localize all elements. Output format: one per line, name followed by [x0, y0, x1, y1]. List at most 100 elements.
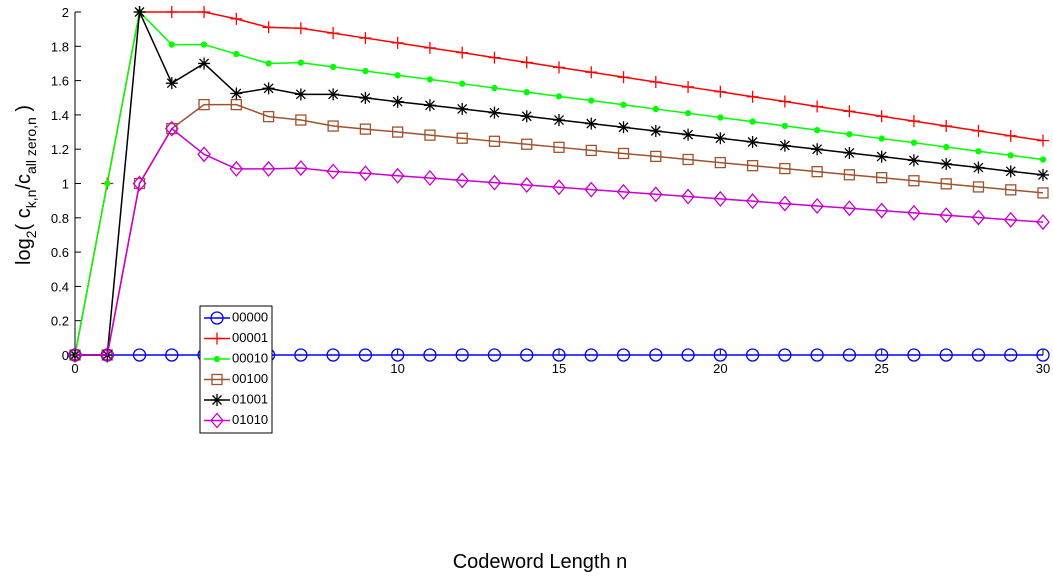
- y-tick-label: 1.6: [51, 74, 69, 89]
- y-tick-label: 0.8: [51, 211, 69, 226]
- y-label-part: log: [13, 238, 35, 265]
- y-label-subscript: k,n: [23, 190, 39, 209]
- y-label-part: ): [13, 105, 35, 117]
- y-label-part: /c: [13, 174, 35, 190]
- marker: [424, 42, 436, 54]
- marker: [1008, 153, 1013, 158]
- marker: [198, 57, 210, 69]
- marker: [521, 110, 533, 122]
- y-label-part: ( c: [13, 208, 35, 230]
- marker: [650, 125, 662, 137]
- marker: [718, 115, 723, 120]
- marker: [392, 96, 404, 108]
- marker: [234, 52, 239, 57]
- marker: [811, 100, 823, 112]
- marker: [359, 32, 371, 44]
- x-tick-label: 15: [552, 361, 566, 376]
- marker: [553, 114, 565, 126]
- marker: [492, 85, 497, 90]
- marker: [876, 151, 888, 163]
- marker: [295, 88, 307, 100]
- marker: [1037, 169, 1049, 181]
- marker: [908, 154, 920, 166]
- marker: [424, 99, 436, 111]
- marker: [940, 120, 952, 132]
- marker: [908, 115, 920, 127]
- marker: [134, 6, 146, 18]
- marker: [557, 94, 562, 99]
- marker: [843, 105, 855, 117]
- marker: [618, 71, 630, 83]
- marker: [618, 121, 630, 133]
- marker: [779, 140, 791, 152]
- marker: [266, 61, 271, 66]
- marker: [488, 107, 500, 119]
- y-label-subscript: all zero,n: [23, 117, 39, 174]
- marker: [215, 357, 220, 362]
- marker: [395, 73, 400, 78]
- marker: [1041, 157, 1046, 162]
- x-tick-label: 25: [874, 361, 888, 376]
- marker: [747, 136, 759, 148]
- marker: [940, 158, 952, 170]
- marker: [653, 107, 658, 112]
- y-tick-label: 1.4: [51, 108, 69, 123]
- marker: [911, 140, 916, 145]
- marker: [879, 136, 884, 141]
- marker: [392, 37, 404, 49]
- y-tick-label: 2: [62, 5, 69, 20]
- marker: [714, 86, 726, 98]
- marker: [524, 90, 529, 95]
- marker: [876, 110, 888, 122]
- marker: [589, 98, 594, 103]
- marker: [169, 42, 174, 47]
- y-label-subscript: 2: [23, 230, 39, 238]
- y-tick-label: 1.8: [51, 39, 69, 54]
- marker: [427, 77, 432, 82]
- marker: [105, 181, 110, 186]
- marker: [202, 42, 207, 47]
- y-tick-label: 0.6: [51, 245, 69, 260]
- marker: [650, 76, 662, 88]
- legend-label: 00000: [232, 309, 268, 324]
- marker: [782, 123, 787, 128]
- marker: [811, 143, 823, 155]
- chart: Codeword Length n log2( ck,n/call zero,n…: [0, 0, 1053, 577]
- marker: [714, 132, 726, 144]
- marker: [521, 56, 533, 68]
- x-axis-label: Codeword Length n: [453, 551, 628, 573]
- marker: [327, 27, 339, 39]
- marker: [488, 52, 500, 64]
- y-tick-label: 0.4: [51, 279, 69, 294]
- marker: [1005, 165, 1017, 177]
- marker: [363, 68, 368, 73]
- marker: [944, 144, 949, 149]
- y-tick-label: 1.2: [51, 142, 69, 157]
- y-tick-label: 0: [62, 348, 69, 363]
- marker: [460, 81, 465, 86]
- marker: [456, 103, 468, 115]
- marker: [972, 125, 984, 137]
- y-tick-label: 1: [62, 177, 69, 192]
- marker: [198, 6, 210, 18]
- x-tick-label: 0: [71, 361, 78, 376]
- marker: [750, 119, 755, 124]
- y-tick-label: 0.2: [51, 314, 69, 329]
- legend-label: 00100: [232, 371, 268, 386]
- marker: [263, 21, 275, 33]
- marker: [211, 394, 223, 406]
- x-tick-label: 20: [713, 361, 727, 376]
- marker: [553, 61, 565, 73]
- marker: [747, 91, 759, 103]
- legend-label: 00010: [232, 350, 268, 365]
- legend-label: 01001: [232, 391, 268, 406]
- marker: [682, 81, 694, 93]
- marker: [686, 111, 691, 116]
- marker: [230, 13, 242, 25]
- marker: [976, 149, 981, 154]
- marker: [585, 118, 597, 130]
- marker: [682, 129, 694, 141]
- marker: [327, 88, 339, 100]
- marker: [295, 22, 307, 34]
